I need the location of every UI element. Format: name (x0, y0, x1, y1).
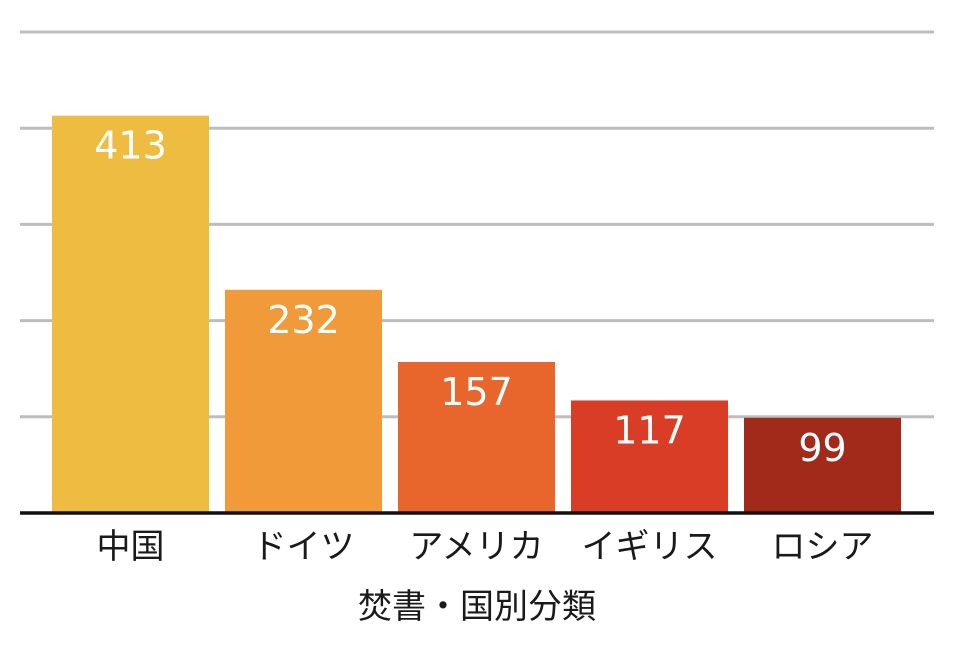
data-label-1: 413 (94, 124, 167, 168)
category-label-2: ドイツ (253, 527, 355, 567)
category-label-3: アメリカ (409, 527, 543, 567)
bar-4 (571, 400, 728, 513)
bar-3 (398, 361, 555, 513)
data-labels: 413 232 157 117 99 (94, 124, 846, 470)
category-labels: 中国 ドイツ アメリカ イギリス ロシア (97, 527, 874, 567)
data-label-5: 99 (798, 426, 846, 470)
data-label-2: 232 (267, 298, 340, 342)
category-label-5: ロシア (772, 527, 874, 567)
category-label-4: イギリス (582, 527, 718, 567)
bars (52, 115, 901, 513)
data-label-3: 157 (440, 370, 513, 414)
category-label-1: 中国 (97, 527, 165, 567)
bar-2 (225, 289, 382, 513)
bar-5 (744, 417, 901, 513)
bar-1 (52, 115, 209, 513)
data-label-4: 117 (613, 408, 686, 452)
x-axis-title: 焚書・国別分類 (358, 587, 596, 627)
